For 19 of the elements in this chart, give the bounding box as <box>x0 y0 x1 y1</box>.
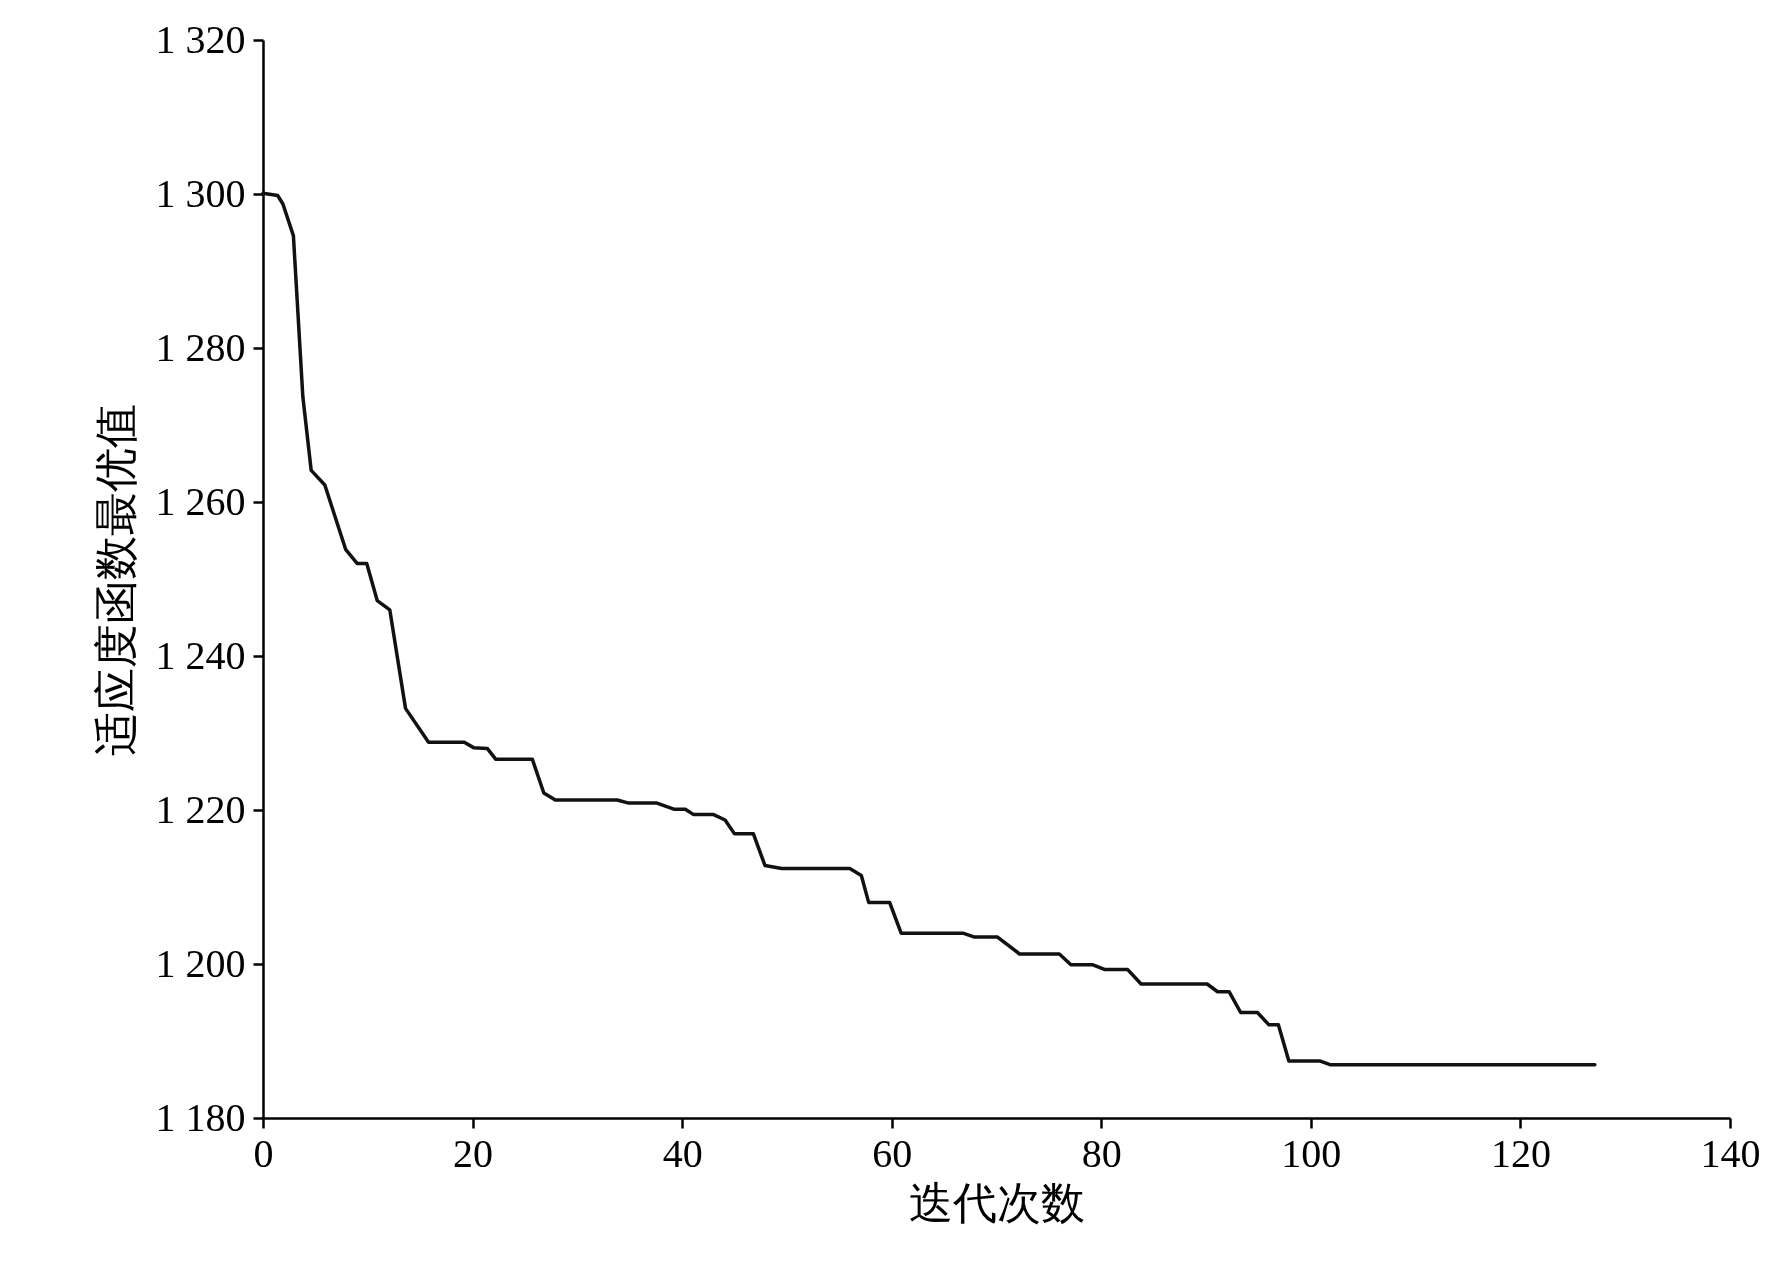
x-tick-label: 120 <box>1490 1130 1551 1176</box>
y-tick-label: 1 200 <box>155 940 246 986</box>
x-tick-label: 140 <box>1700 1130 1761 1176</box>
y-tick-label: 1 220 <box>155 786 246 832</box>
y-tick-label: 1 320 <box>155 16 246 62</box>
y-tick-label: 1 240 <box>155 632 246 678</box>
y-tick-label: 1 280 <box>155 324 246 370</box>
x-tick-label: 40 <box>662 1130 703 1176</box>
x-tick-label: 100 <box>1281 1130 1342 1176</box>
y-axis-title: 适应度函数最优值 <box>91 403 141 756</box>
x-tick-label: 80 <box>1081 1130 1122 1176</box>
x-tick-label: 20 <box>453 1130 494 1176</box>
y-tick-label: 1 300 <box>155 170 246 216</box>
x-tick-label: 60 <box>872 1130 913 1176</box>
y-tick-label: 1 260 <box>155 478 246 524</box>
x-tick-label: 0 <box>253 1130 274 1176</box>
line-series <box>261 191 1597 1067</box>
y-tick-label: 1 180 <box>155 1094 246 1140</box>
x-axis-title: 迭代次数 <box>908 1178 1085 1228</box>
